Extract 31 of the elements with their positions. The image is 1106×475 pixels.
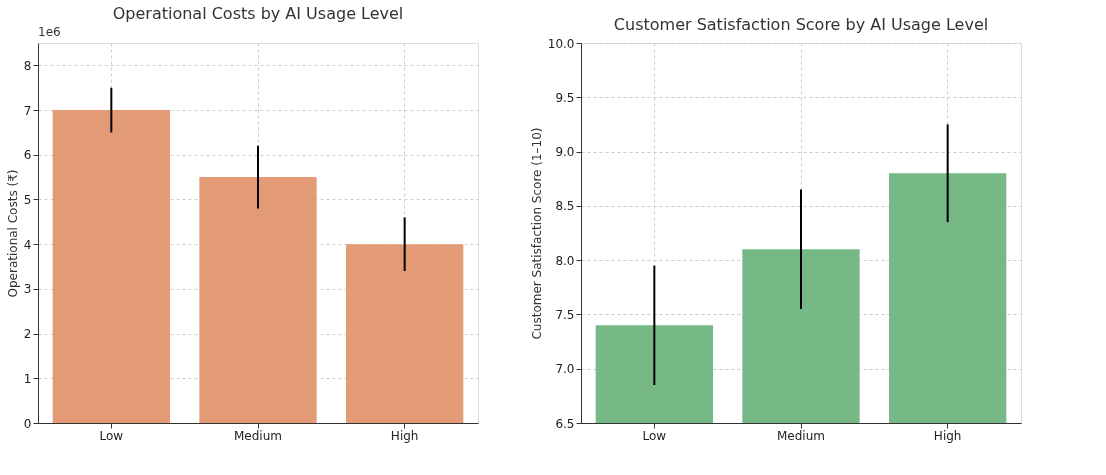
- y-tick-label: 1: [23, 371, 32, 386]
- x-tick-label: Low: [99, 428, 124, 443]
- y-axis-title: Operational Costs (₹): [5, 169, 20, 298]
- bar: [199, 177, 317, 423]
- x-tick-label: Low: [642, 428, 667, 443]
- y-tick-label: 8.5: [555, 199, 575, 214]
- y-tick-label: 8.0: [555, 253, 575, 268]
- x-tick-label: Medium: [777, 428, 825, 443]
- x-tick-label: Medium: [234, 428, 282, 443]
- y-tick-label: 3: [23, 282, 32, 297]
- y-tick-label: 7.5: [555, 307, 575, 322]
- bar: [346, 244, 464, 423]
- y-tick-label: 9.0: [555, 145, 575, 160]
- text: 1e6: [38, 25, 61, 39]
- y-tick-label: 7.0: [555, 362, 575, 377]
- y-axis-title: Customer Satisfaction Score (1–10): [529, 127, 544, 340]
- chart-title: Customer Satisfaction Score by AI Usage Level: [613, 15, 989, 34]
- y-tick-label: 6.5: [555, 416, 575, 431]
- bar: [52, 110, 170, 423]
- x-tick-label: High: [390, 428, 419, 443]
- y-tick-label: 9.5: [555, 90, 575, 105]
- y-tick-label: 10.0: [547, 36, 575, 51]
- x-tick-label: High: [933, 428, 962, 443]
- y-tick-label: 6: [23, 148, 32, 163]
- y-tick-label: 4: [23, 237, 32, 252]
- y-tick-label: 8: [23, 58, 32, 73]
- y-tick-label: 5: [23, 192, 32, 207]
- y-tick-label: 2: [23, 327, 32, 342]
- chart-title: Operational Costs by AI Usage Level: [112, 4, 404, 23]
- y-tick-label: 0: [23, 416, 32, 431]
- y-tick-label: 7: [23, 103, 32, 118]
